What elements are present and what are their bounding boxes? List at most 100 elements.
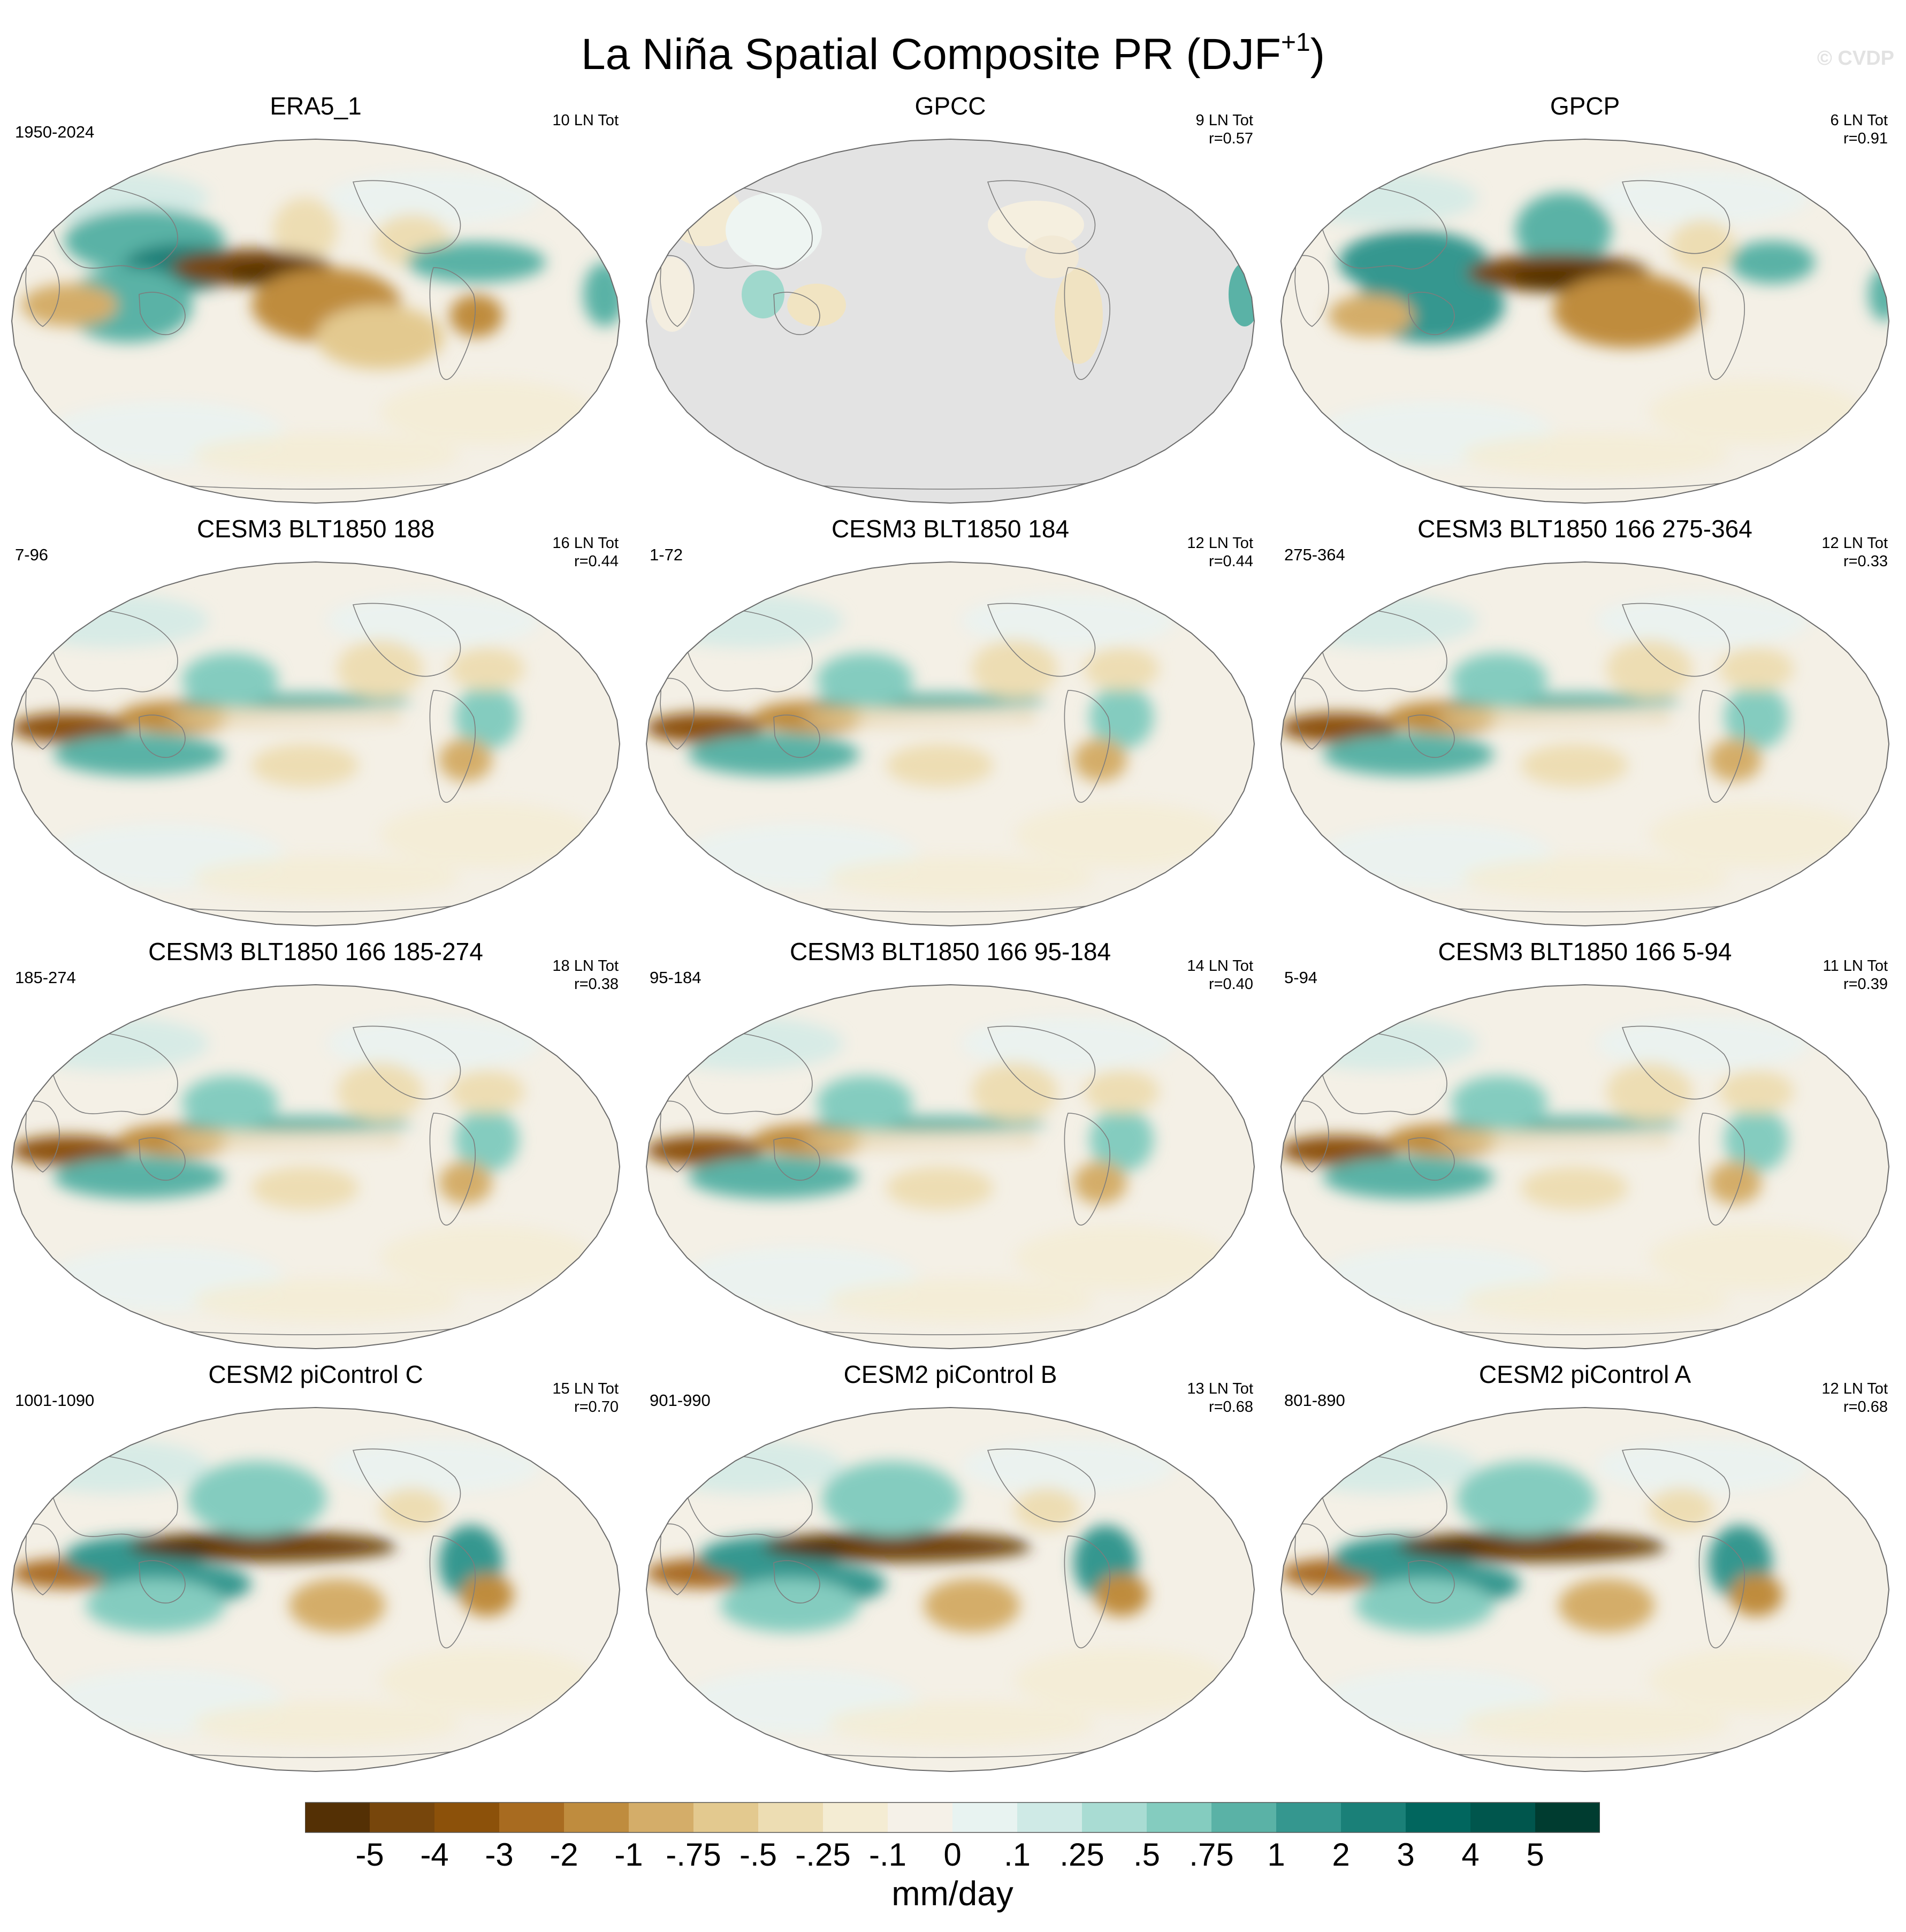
precip-anomaly-blob [455,1108,519,1172]
precip-anomaly-blob [1089,685,1154,749]
precip-anomaly-blob [1451,1076,1547,1129]
precip-anomaly-blob [64,268,193,343]
coastline [773,292,820,336]
coastline [36,1031,178,1115]
precip-anomaly-blob [1724,1108,1788,1172]
precip-map [640,979,1261,1365]
map-frame [1280,561,1890,927]
map-panel: CESM3 BLT1850 184 1-72 12 LN Tot r=0.44 [640,514,1261,942]
precip-anomaly-blob [219,1136,391,1144]
map-panel: CESM3 BLT1850 166 5-94 5-94 11 LN Tot r=0… [1275,937,1895,1365]
precip-anomaly-blob [1553,273,1703,348]
coastline [1698,1113,1745,1226]
panel-period: 801-890 [1284,1391,1345,1410]
precip-anomaly-blob [854,1136,1025,1144]
precip-anomaly-blob [12,1136,128,1166]
map-field [646,985,1254,1349]
coastline [352,180,461,254]
colorbar-swatch [629,1802,694,1832]
figure-title: La Niña Spatial Composite PR (DJF+1) [581,28,1325,79]
colorbar-tick-label: -3 [485,1837,513,1873]
coastline [987,603,1096,677]
precip-anomaly-blob [251,1167,359,1210]
map-field [646,139,1254,503]
map-panel: GPCC 9 LN Tot r=0.57 [640,91,1261,519]
coastline [773,1560,820,1604]
panel-title: CESM3 BLT1850 166 5-94 [1438,938,1732,965]
map-panel: ERA5_1 1950-2024 10 LN Tot [5,91,626,519]
map-frame [645,561,1255,927]
panel-title: CESM2 piControl C [208,1360,423,1388]
panel-title: GPCP [1550,92,1620,120]
precip-anomaly-blob [1729,241,1815,284]
precip-anomaly-blob [972,1062,1057,1121]
coastline [660,255,695,327]
colorbar-tick-label: .5 [1133,1837,1160,1873]
coastline [139,1137,186,1181]
map-panel: CESM3 BLT1850 166 95-184 95-184 14 LN To… [640,937,1261,1365]
coastline [1408,292,1455,336]
precip-map [1275,134,1895,519]
coastline [1064,1113,1110,1226]
coastline [1294,1523,1329,1595]
precip-anomaly-blob [688,733,859,776]
coastline [429,267,476,380]
colorbar-tick-label: 3 [1397,1837,1414,1873]
coastline [1306,1454,1447,1538]
precip-anomaly-blob [1869,268,1889,321]
precip-anomaly-blob [449,648,524,690]
coastline [1621,603,1730,677]
precip-anomaly-blob [337,640,423,698]
map-frame [11,138,621,504]
colorbar-swatch [1406,1802,1471,1832]
coastline [352,1025,461,1100]
coastline [660,1523,695,1595]
precip-map [5,1402,626,1788]
precip-anomaly-blob [1671,219,1735,273]
precip-anomaly-blob [1323,1156,1494,1199]
colorbar-tick-label: .1 [1004,1837,1031,1873]
coastline [1621,1025,1730,1100]
map-field [12,139,620,503]
coastline [660,1100,695,1173]
panel-title: CESM2 piControl A [1478,1360,1691,1388]
precip-anomaly-blob [289,1579,385,1632]
precip-anomaly-blob [822,1461,961,1536]
coastline [25,1523,60,1595]
colorbar: -5 -4 -3 -2 -1 -.75 -.5 -.25 -.1 0 .1 .25 .5 .75 1 2 3 4 5… [304,1798,1600,1927]
precip-anomaly-blob [1708,1161,1762,1204]
panel-stats: 6 LN Tot r=0.91 [1831,111,1888,148]
precip-anomaly-blob [924,1579,1020,1632]
copyright-watermark: © CVDP [1817,47,1894,70]
precip-anomaly-blob [182,1076,278,1129]
coastline [139,714,186,758]
panel-correlation: r=0.70 [574,1398,619,1416]
precip-anomaly-blob [1281,1136,1398,1166]
precip-map [640,134,1261,519]
colorbar-tick-label: 2 [1332,1837,1350,1873]
coastline [1621,180,1730,254]
map-frame [11,561,621,927]
colorbar-tick-label: .25 [1059,1837,1104,1873]
map-field [12,985,620,1349]
colorbar-swatch [1341,1802,1406,1832]
precip-anomaly-blob [1708,739,1762,781]
panel-correlation: r=0.40 [1208,976,1253,993]
coastline [660,678,695,750]
map-frame [11,984,621,1350]
precip-anomaly-blob [1095,1573,1148,1616]
map-frame [1280,984,1890,1350]
precip-anomaly-blob [1328,294,1414,337]
precip-anomaly-blob [1521,744,1628,787]
panel-event-count: 11 LN Tot [1823,957,1888,975]
colorbar-swatch [564,1802,629,1832]
panel-event-count: 10 LN Tot [552,112,619,129]
coastline [671,1031,813,1115]
coastline [671,1454,813,1538]
map-field [1281,562,1889,926]
precip-anomaly-blob [688,1156,859,1199]
precip-anomaly-blob [972,640,1057,698]
map-field [646,1408,1254,1771]
panel-stats: 16 LN Tot r=0.44 [552,534,619,571]
panel-period: 185-274 [15,968,76,987]
